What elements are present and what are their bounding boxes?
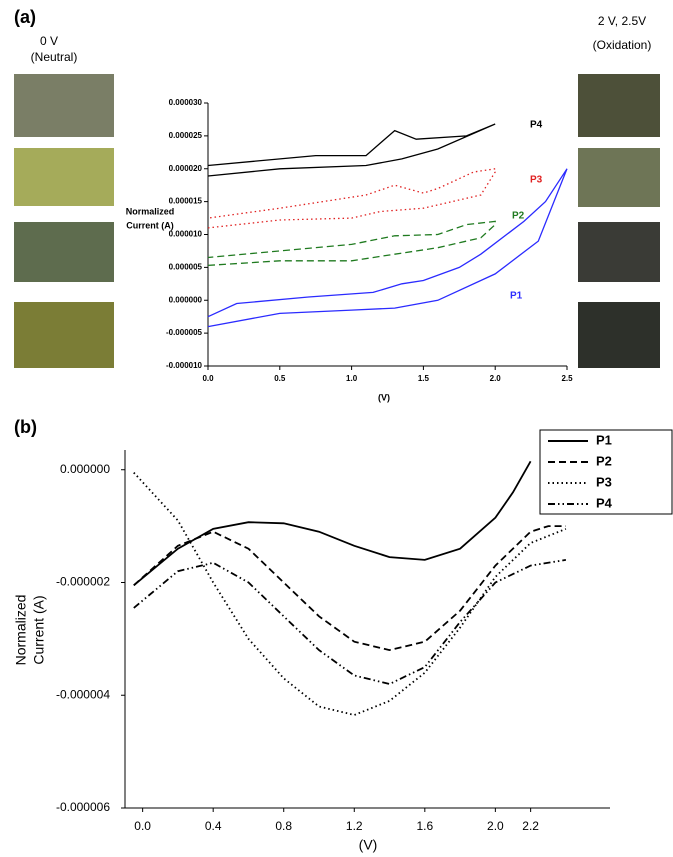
x-tick-label: 1.2	[346, 819, 363, 833]
photo	[14, 222, 114, 282]
x-tick-label: 2.0	[490, 374, 502, 383]
photo-caption: 2 V, 2.5V	[598, 14, 646, 28]
x-tick-label: 1.0	[346, 374, 358, 383]
series-line	[207, 123, 496, 177]
y-tick-label: 0.000010	[169, 230, 203, 239]
photo	[14, 148, 114, 206]
y-tick-label: 0.000015	[169, 197, 203, 206]
photo	[578, 148, 660, 207]
legend-label: P4	[596, 495, 613, 510]
x-tick-label: 2.5	[561, 374, 573, 383]
y-tick-label: 0.000005	[169, 262, 203, 271]
photo-caption: (Neutral)	[31, 50, 78, 64]
legend-label: P3	[596, 474, 612, 489]
series-label: P3	[530, 175, 543, 186]
y-tick-label: 0.000000	[60, 462, 110, 476]
series-label: P4	[530, 120, 543, 131]
series-line	[207, 220, 496, 267]
legend-label: P1	[596, 432, 612, 447]
y-tick-label: -0.000006	[56, 800, 110, 814]
y-tick-label: -0.000010	[166, 361, 203, 370]
x-tick-label: 1.6	[416, 819, 433, 833]
y-tick-label: -0.000005	[166, 328, 203, 337]
y-axis-label: Normalized	[126, 206, 175, 216]
y-axis-label: Current (A)	[31, 595, 47, 664]
y-axis-label: Current (A)	[126, 220, 174, 230]
series-label: P1	[510, 291, 523, 302]
x-axis-label: (V)	[378, 392, 390, 402]
x-tick-label: 0.5	[274, 374, 286, 383]
series-line	[133, 525, 566, 652]
photo	[14, 74, 114, 137]
x-axis-label: (V)	[359, 837, 378, 853]
legend-label: P2	[596, 453, 612, 468]
y-tick-label: 0.000025	[169, 131, 203, 140]
y-tick-label: -0.000004	[56, 687, 110, 701]
photo	[578, 302, 660, 368]
panel-label: (b)	[14, 417, 37, 437]
x-tick-label: 0.0	[202, 374, 214, 383]
y-axis-label: Normalized	[13, 595, 29, 666]
photo	[578, 222, 660, 282]
x-tick-label: 0.0	[134, 819, 151, 833]
x-tick-label: 1.5	[418, 374, 430, 383]
x-tick-label: 2.2	[522, 819, 539, 833]
panel-label: (a)	[14, 7, 36, 27]
series-line	[133, 471, 567, 716]
y-tick-label: 0.000030	[169, 98, 203, 107]
photo-caption: (Oxidation)	[593, 38, 652, 52]
legend-box	[539, 429, 673, 515]
x-tick-label: 2.0	[487, 819, 504, 833]
series-line	[207, 168, 568, 328]
photo-caption: 0 V	[40, 34, 58, 48]
y-tick-label: 0.000020	[169, 164, 203, 173]
y-tick-label: -0.000002	[56, 575, 110, 589]
photo	[14, 302, 114, 368]
series-label: P2	[512, 211, 525, 222]
series-line	[133, 460, 532, 586]
x-tick-label: 0.4	[205, 819, 222, 833]
photo	[578, 74, 660, 137]
series-line	[133, 559, 567, 685]
x-tick-label: 0.8	[275, 819, 292, 833]
y-tick-label: 0.000000	[169, 295, 203, 304]
series-line	[207, 168, 496, 229]
